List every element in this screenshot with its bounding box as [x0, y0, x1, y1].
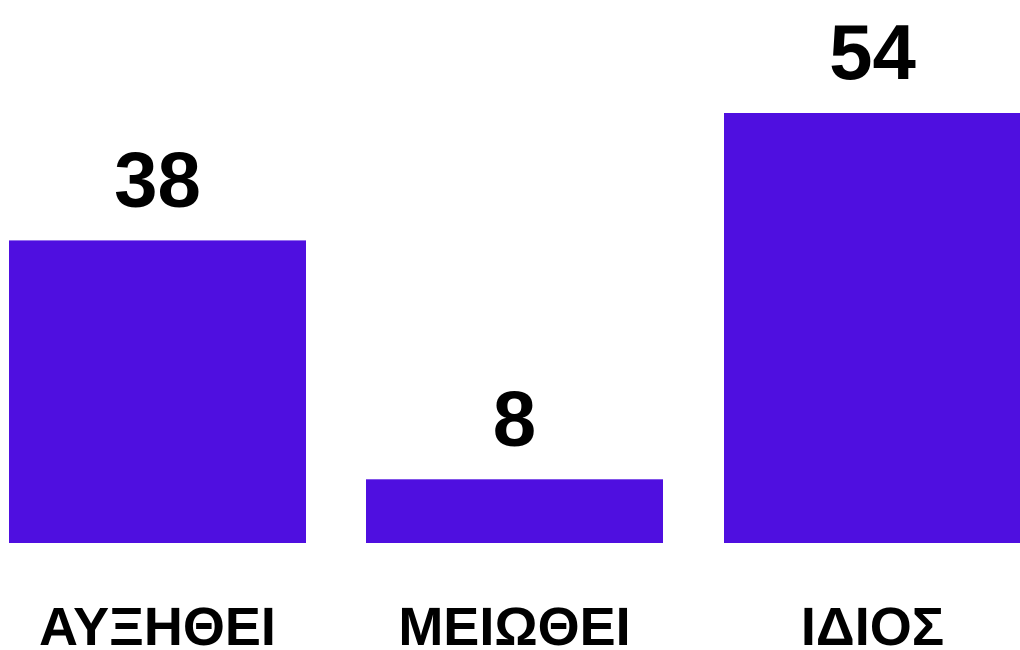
bar-2 — [366, 479, 663, 543]
category-label-3: ΙΔΙΟΣ — [801, 597, 944, 650]
data-label-2: 8 — [493, 374, 536, 462]
bar-1 — [9, 240, 306, 543]
data-label-1: 38 — [114, 135, 201, 223]
category-label-2: ΜΕΙΩΘΕΙ — [398, 597, 630, 650]
data-label-3: 54 — [829, 8, 916, 96]
bar-3 — [724, 113, 1020, 543]
category-label-1: ΑΥΞΗΘΕΙ — [39, 597, 276, 650]
